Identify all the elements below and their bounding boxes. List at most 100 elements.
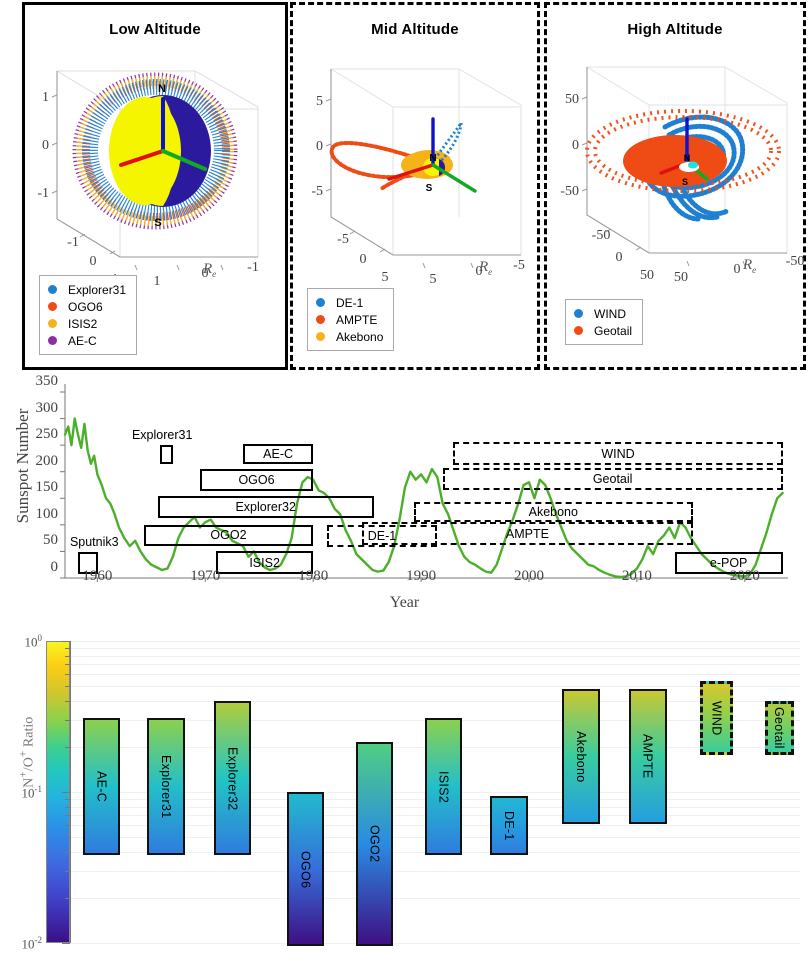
legend-high-altitude: WIND Geotail [565, 299, 644, 345]
legend-item: Explorer31 [48, 281, 126, 298]
ratio-bar: Explorer31 [147, 717, 185, 856]
mission-box-label: AE-C [263, 446, 294, 461]
ratio-y-minor-tick [65, 806, 70, 808]
legend-item: ISIS2 [48, 315, 126, 332]
ratio-bar: WIND [699, 681, 734, 756]
svg-text:-5: -5 [337, 232, 349, 247]
ratio-y-minor-tick [65, 897, 70, 899]
legend-label: AMPTE [336, 312, 378, 327]
legend-item: DE-1 [316, 294, 383, 311]
legend-label: Geotail [594, 323, 633, 338]
svg-text:-5: -5 [513, 258, 525, 273]
north-pole-label: N [684, 153, 691, 163]
ratio-y-tick: 10-1 [21, 784, 43, 801]
ratio-y-tick: 100 [24, 633, 43, 650]
legend-item: Akebono [316, 328, 383, 345]
ratio-bar-label: AMPTE [640, 734, 655, 780]
legend-low-altitude: Explorer31 OGO6 ISIS2 AE-C [39, 275, 138, 355]
svg-text:0: 0 [90, 254, 97, 269]
panel-low-axis-label: Re [203, 261, 217, 279]
ratio-bar: AE-C [82, 717, 121, 856]
ratio-y-minor-tick [65, 701, 70, 703]
ratio-y-axis-line [70, 641, 71, 943]
ratio-y-minor-tick [65, 686, 70, 688]
panel-mid-title: Mid Altitude [371, 21, 459, 38]
legend-dot-icon [574, 309, 583, 318]
ratio-bar-label: AE-C [94, 771, 109, 803]
ratio-gridline [70, 870, 800, 872]
panel-low-axes: N S 1 0 -1 -1 0 1 1 0 -1 Re [25, 39, 285, 289]
legend-dot-icon [48, 336, 57, 345]
orbit-panels-row: Low Altitude [0, 0, 809, 372]
mission-box: Geotail [442, 467, 783, 491]
svg-text:-50: -50 [560, 184, 579, 199]
ratio-bar-label: ISIS2 [436, 770, 451, 803]
sunspot-x-tick: 2000 [514, 568, 544, 584]
ratio-gridline [70, 647, 800, 649]
mission-box: AMPTE [361, 522, 694, 546]
mission-box-label: WIND [601, 446, 635, 461]
n-o-ratio-chart: N+/O+ Ratio 100 10-1 10-2 AE-C Explorer31 Ex… [0, 612, 809, 964]
ratio-bar: Geotail [764, 701, 794, 756]
sunspot-x-tick: 1970 [190, 568, 221, 584]
mission-box: OGO2 [143, 524, 314, 547]
ratio-y-axis-label: N+/O+ Ratio [16, 716, 37, 788]
legend-item: AMPTE [316, 311, 383, 328]
ratio-y-minor-tick [65, 852, 70, 854]
svg-text:50: 50 [674, 270, 688, 285]
legend-item: Geotail [574, 322, 632, 339]
mission-box-label: Akebono [528, 505, 578, 520]
mission-box: WIND [453, 442, 783, 466]
ratio-y-minor-tick [65, 647, 70, 649]
sunspot-x-axis-label: Year [389, 594, 420, 611]
sunspot-x-tick: 2020 [729, 568, 760, 584]
mission-box-label: Sputnik3 [69, 535, 119, 550]
sunspot-x-tick: 2010 [621, 568, 652, 584]
svg-text:1: 1 [154, 274, 161, 289]
svg-text:-5: -5 [311, 184, 323, 199]
ratio-y-minor-tick [65, 664, 70, 666]
high-altitude-plot: N S 50 0 -50 -50 0 50 50 0 -50 [560, 66, 805, 285]
legend-label: DE-1 [336, 295, 364, 310]
legend-dot-icon [48, 302, 57, 311]
sunspot-y-tick: 250 [35, 426, 59, 443]
ratio-bar-label: OGO6 [298, 850, 313, 888]
legend-item: OGO6 [48, 298, 126, 315]
svg-text:0: 0 [360, 252, 367, 267]
svg-text:0: 0 [316, 139, 323, 154]
legend-label: Explorer31 [68, 282, 127, 297]
svg-text:1: 1 [42, 90, 49, 105]
svg-text:0: 0 [42, 138, 49, 153]
mission-box-label: DE-1 [367, 529, 397, 543]
svg-text:50: 50 [565, 92, 579, 107]
ratio-bar-label: Akebono [573, 731, 588, 783]
mission-box: OGO6 [199, 469, 314, 492]
sunspot-x-tick: 1960 [82, 568, 113, 584]
ratio-y-minor-tick [65, 837, 70, 839]
ratio-bar-label: Explorer32 [225, 746, 240, 810]
ratio-bar: Explorer32 [213, 701, 252, 856]
panel-high-axis-label: Re [743, 257, 757, 275]
north-pole-label: N [429, 153, 436, 164]
ratio-y-minor-tick [65, 655, 70, 657]
mission-box [77, 552, 99, 574]
mission-box-label: OGO2 [210, 528, 247, 543]
svg-text:-50: -50 [592, 228, 611, 243]
legend-label: AE-C [68, 333, 97, 348]
svg-text:0: 0 [616, 250, 623, 265]
ratio-y-minor-tick [65, 798, 70, 800]
legend-dot-icon [574, 326, 583, 335]
mission-box-label: Explorer32 [235, 500, 296, 515]
ratio-gridline [70, 674, 800, 676]
north-pole-label: N [158, 83, 166, 95]
mission-box-label: Explorer31 [131, 428, 193, 443]
svg-text:-50: -50 [786, 254, 805, 269]
mission-box-label: e-POP [709, 556, 748, 571]
svg-text:-1: -1 [247, 260, 259, 275]
panel-low-altitude: Low Altitude [22, 2, 288, 370]
legend-dot-icon [316, 315, 325, 324]
ratio-bar: Akebono [562, 689, 600, 825]
ratio-gridline [70, 641, 800, 642]
ratio-y-tick: 10-2 [21, 935, 43, 952]
